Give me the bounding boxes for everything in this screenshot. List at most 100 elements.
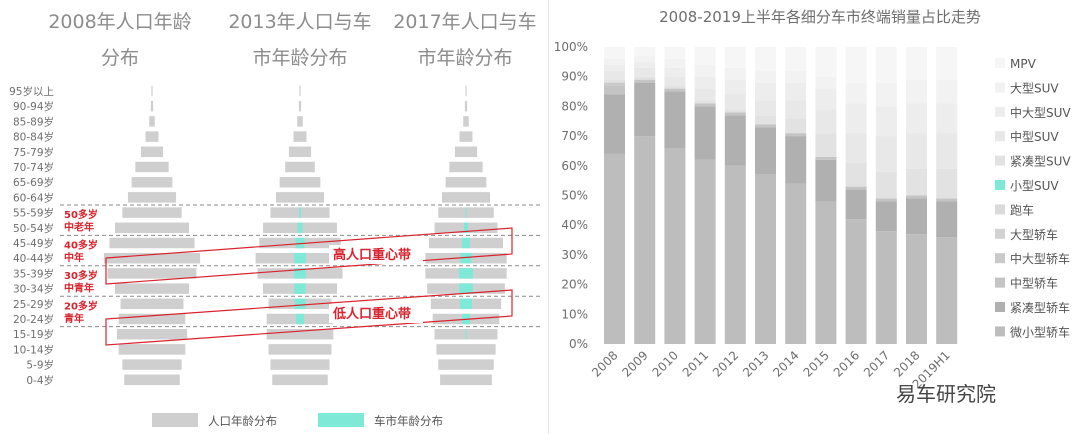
legend-swatch — [995, 253, 1005, 264]
legend-swatch — [995, 326, 1005, 337]
stacked-segment — [664, 91, 686, 148]
stacked-segment — [755, 127, 776, 175]
age-tick-label: 10-14岁 — [13, 343, 54, 356]
stacked-segment — [906, 103, 927, 134]
x-tick-label: 2015 — [801, 348, 832, 379]
legend-label: 中型轿车 — [1010, 276, 1058, 291]
legend-swatch — [152, 413, 198, 427]
stacked-segment — [664, 58, 686, 68]
legend-swatch — [995, 131, 1005, 142]
age-tick-label: 50-54岁 — [13, 222, 54, 235]
stacked-segment — [604, 64, 625, 71]
stacked-segment — [604, 58, 625, 65]
legend-label: 中大型轿车 — [1010, 251, 1070, 266]
population-bar — [297, 116, 303, 127]
car-market-bar — [459, 268, 473, 279]
stacked-segment — [875, 231, 897, 344]
stacked-segment — [755, 100, 776, 116]
population-bar — [118, 344, 186, 355]
population-bar — [115, 283, 189, 294]
age-tick-label: 45-49岁 — [13, 237, 54, 250]
stacked-segment — [845, 47, 867, 83]
stacked-segment — [815, 201, 837, 344]
stacked-segment — [634, 82, 656, 137]
age-tick-label: 85-89岁 — [13, 115, 54, 128]
stacked-segment — [936, 133, 958, 169]
legend-label: MPV — [1010, 57, 1037, 71]
age-tick-label: 90-94岁 — [13, 100, 54, 113]
stacked-segment — [755, 82, 776, 101]
population-bar — [266, 328, 334, 340]
stacked-segment — [815, 76, 837, 89]
stacked-segment — [694, 88, 716, 101]
car-market-bar — [459, 283, 473, 294]
stacked-segment — [634, 47, 656, 56]
low-population-band-label-bg — [329, 304, 423, 323]
stacked-segment — [845, 189, 867, 220]
panel-title-2008-line2: 分布 — [100, 47, 139, 69]
car-market-bar — [299, 207, 301, 218]
population-bar — [463, 116, 469, 127]
population-bar — [464, 100, 468, 112]
stacked-segment — [936, 79, 958, 104]
population-bar — [150, 100, 154, 112]
population-bar — [149, 116, 155, 127]
stacked-segment — [755, 115, 776, 125]
stacked-segment — [694, 64, 716, 77]
stacked-segment — [845, 162, 867, 187]
age-group-label: 30多岁 — [64, 269, 98, 282]
stacked-segment — [634, 55, 656, 62]
legend-swatch — [995, 302, 1005, 312]
stacked-segment — [724, 115, 746, 166]
panel-title-2008-line1: 2008年人口年龄 — [48, 11, 192, 33]
legend-swatch — [995, 277, 1005, 288]
stacked-segment — [815, 159, 837, 202]
population-bar — [107, 268, 197, 279]
legend-label: 中型SUV — [1010, 129, 1059, 144]
age-tick-label: 60-64岁 — [13, 191, 54, 204]
population-bar — [122, 207, 182, 218]
stacked-segment — [845, 103, 867, 134]
age-tick-label: 5-9岁 — [26, 359, 54, 372]
stacked-segment — [815, 133, 837, 157]
population-bar — [118, 313, 186, 325]
panel-title-2008: 2008年人口年龄 分布 — [30, 4, 210, 76]
segment-share-chart: 0% 10% 20% 30% 40% 50% 60% 70% 80% 90% 100% 2008200… — [554, 40, 1072, 391]
stacked-segment — [755, 70, 776, 83]
stacked-segment — [936, 237, 958, 344]
y-tick-label: 90% — [561, 70, 588, 84]
legend-swatch — [995, 228, 1005, 239]
population-bar — [270, 359, 330, 370]
stacked-segment — [936, 168, 958, 199]
stacked-segment — [875, 82, 897, 107]
legend-label: 车市年龄分布 — [374, 414, 443, 428]
age-tick-label: 70-74岁 — [13, 161, 54, 174]
age-tick-label: 25-29岁 — [13, 298, 54, 311]
legend-label: 大型轿车 — [1010, 227, 1058, 242]
legend-swatch — [995, 58, 1005, 68]
stacked-segment — [664, 47, 686, 59]
stacked-segment — [936, 198, 958, 202]
population-bar — [440, 374, 492, 386]
stacked-segment — [785, 47, 807, 71]
population-bar — [145, 131, 159, 142]
population-bar — [288, 146, 312, 158]
population-bar — [459, 131, 473, 142]
stacked-segment — [664, 85, 686, 89]
y-tick-label: 100% — [554, 40, 588, 54]
stacked-segment — [845, 82, 867, 104]
age-tick-label: 55-59岁 — [13, 207, 54, 220]
legend-swatch — [995, 106, 1005, 117]
x-tick-label: 2012 — [710, 348, 741, 379]
x-tick-label: 2009 — [619, 348, 650, 379]
stacked-segment — [724, 165, 746, 344]
stacked-segment — [906, 168, 927, 196]
age-tick-label: 30-34岁 — [13, 283, 54, 296]
stacked-segment — [694, 47, 716, 65]
stacked-segment — [815, 109, 837, 134]
population-bar — [116, 328, 188, 340]
legend-label: 小型SUV — [1010, 179, 1059, 193]
age-group-label: 20多岁 — [64, 299, 98, 312]
stacked-segment — [664, 76, 686, 86]
age-tick-label: 0-4岁 — [26, 374, 54, 387]
